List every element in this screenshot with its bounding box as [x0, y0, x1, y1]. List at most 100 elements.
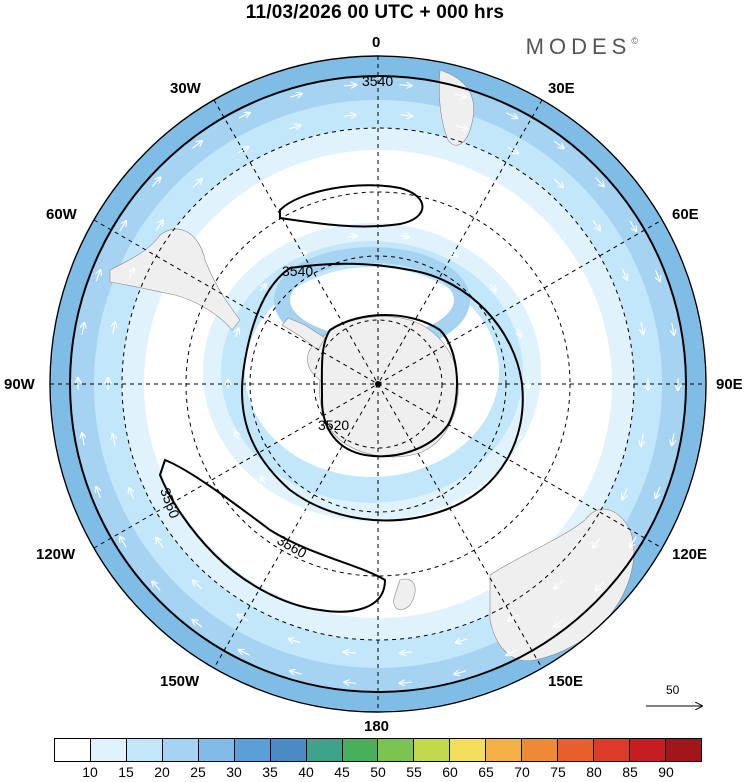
wind-vector — [517, 328, 520, 336]
wind-vector — [596, 581, 605, 591]
wind-vector — [672, 322, 674, 335]
colorbar-cell — [306, 739, 343, 761]
landmasses — [109, 69, 635, 662]
wind-vector — [593, 537, 601, 548]
colorbar-cell — [378, 739, 415, 761]
colorbar-tick-label: 55 — [406, 764, 422, 780]
wind-vector — [129, 488, 135, 500]
colorbar-cell — [414, 739, 451, 761]
contour-label-outer-top: 3540 — [362, 73, 393, 89]
colorbar-tick-label: 15 — [118, 764, 134, 780]
contour-label-polar: 3520 — [318, 417, 349, 433]
wind-vector — [454, 671, 467, 674]
wind-vector — [289, 94, 302, 97]
wind-vector — [236, 431, 239, 440]
wind-vector — [508, 614, 519, 621]
wind-vector — [641, 321, 643, 334]
colorbar-cell — [162, 739, 199, 761]
colorbar-tick-label: 50 — [370, 764, 386, 780]
wind-vector — [82, 433, 84, 446]
colorbar-tick-label: 10 — [82, 764, 98, 780]
wind-vector — [151, 177, 160, 187]
wind-vector — [399, 85, 412, 86]
wind-vector — [641, 434, 643, 446]
wind-vector — [399, 235, 409, 237]
wind-vector — [448, 252, 457, 257]
south-pole-marker — [375, 381, 381, 387]
colorbar-cell — [486, 739, 523, 761]
wind-vector — [554, 580, 564, 589]
colorbar-tick-label: 20 — [154, 764, 170, 780]
wind-vector — [554, 619, 564, 627]
wind-vector — [506, 649, 518, 655]
colorbar-tick-label: 45 — [334, 764, 350, 780]
colorbar-tick-label: 60 — [442, 764, 458, 780]
wind-vector — [113, 322, 115, 334]
colorbar-tick-label: 85 — [622, 764, 638, 780]
wind-vector — [156, 538, 164, 548]
wind-vector — [192, 620, 203, 628]
wind-vector — [553, 178, 563, 187]
wind-vector — [517, 430, 520, 439]
colorbar-cell — [234, 739, 271, 761]
lon-label-180: 180 — [364, 718, 390, 735]
wind-vector — [344, 85, 356, 86]
colorbar-cell — [126, 739, 163, 761]
colorbar-cell — [342, 739, 379, 761]
wind-vector — [489, 283, 496, 291]
lon-label-30e: 30E — [548, 80, 575, 97]
lon-label-90e: 90E — [716, 376, 743, 393]
colorbar-tick-label: 65 — [478, 764, 494, 780]
wind-vector — [239, 650, 250, 656]
wind-vector — [400, 652, 413, 653]
wind-vector — [288, 125, 300, 129]
colorbar-cell — [55, 739, 91, 761]
map-title: 11/03/2026 00 UTC + 000 hrs — [245, 2, 505, 23]
wind-vector — [656, 269, 660, 281]
wind-vector — [449, 512, 458, 517]
wind-vector — [128, 269, 134, 280]
wind-vector — [236, 328, 239, 338]
wind-vector — [622, 488, 628, 499]
wind-vector — [456, 639, 468, 643]
colorbar — [54, 738, 702, 762]
colorbar-ticks: 10 15 20 25 30 35 40 45 50 55 60 65 70 75 80 85 90 — [54, 764, 702, 782]
lon-label-30w: 30W — [170, 80, 201, 97]
reference-vector-label: 50 — [666, 683, 680, 697]
wind-vector — [192, 179, 202, 188]
wind-vector — [672, 433, 674, 445]
wind-vector — [553, 140, 564, 148]
lon-label-60e: 60E — [672, 206, 699, 223]
wind-vector — [656, 486, 660, 498]
wind-vector — [289, 639, 301, 643]
wind-vector — [120, 537, 127, 548]
colorbar-tick-label: 25 — [190, 764, 206, 780]
lon-label-0: 0 — [372, 34, 381, 51]
wind-vector — [507, 146, 518, 153]
wind-vector — [347, 235, 357, 237]
lon-label-120e: 120E — [672, 546, 708, 563]
brand-logo: MODES© — [525, 34, 638, 59]
wind-vector — [155, 220, 163, 231]
wind-vector — [630, 536, 637, 547]
colorbar-cell — [594, 739, 630, 761]
map-boundary — [49, 55, 707, 713]
colorbar-cell — [558, 739, 595, 761]
wind-vector — [455, 125, 467, 129]
graticule — [50, 56, 706, 712]
lon-label-90w: 90W — [4, 376, 35, 393]
wind-vector — [400, 682, 412, 683]
colorbar-cell — [198, 739, 235, 761]
lon-label-60w: 60W — [46, 206, 77, 223]
wind-vector — [592, 220, 600, 230]
wind-vector — [454, 94, 466, 97]
wind-vector — [344, 652, 356, 653]
colorbar-cell — [665, 739, 701, 761]
wind-vector — [298, 252, 307, 257]
wind-vector — [260, 477, 267, 485]
wind-vector — [348, 531, 357, 533]
wind-vector — [290, 671, 302, 674]
colorbar-tick-label: 90 — [658, 764, 674, 780]
wind-vector — [343, 115, 356, 116]
